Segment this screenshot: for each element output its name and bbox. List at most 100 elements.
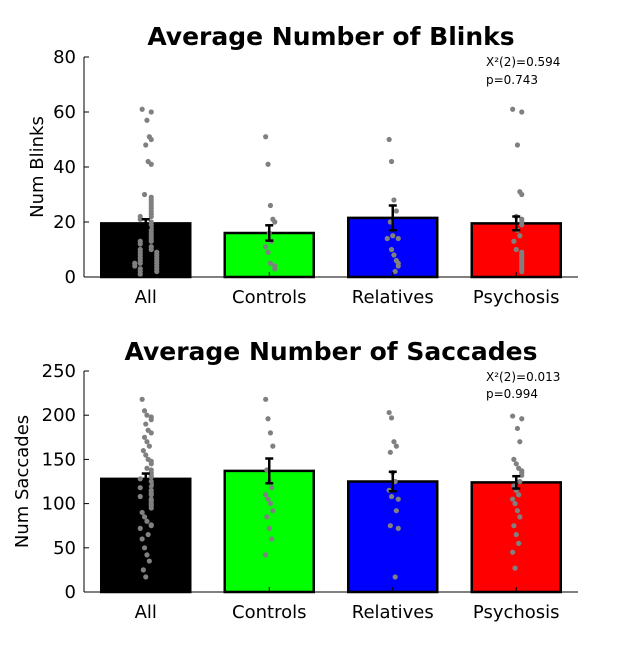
data-point <box>140 567 146 573</box>
data-point <box>519 268 525 275</box>
data-point <box>513 531 519 538</box>
y-tick-label: 150 <box>42 449 76 470</box>
data-point <box>141 434 148 440</box>
y-tick-label: 100 <box>42 494 76 515</box>
data-point <box>148 417 154 423</box>
data-point <box>143 574 149 580</box>
y-tick-label: 0 <box>65 582 76 603</box>
data-point <box>148 461 154 467</box>
data-point <box>517 439 523 445</box>
bar-controls <box>223 469 315 594</box>
x-tick-label: Controls <box>232 602 306 623</box>
bar-psychosis <box>470 481 562 594</box>
error-bar-all <box>141 472 150 486</box>
y-tick-label: 40 <box>53 157 76 178</box>
data-point <box>393 443 399 449</box>
data-point <box>514 508 521 514</box>
stats-annotation: X²(2)=0.013 <box>486 370 560 384</box>
data-point <box>143 142 149 148</box>
x-tick-label: All <box>135 602 157 623</box>
data-point <box>148 161 154 167</box>
data-point <box>144 439 150 445</box>
data-point <box>513 461 519 467</box>
data-point <box>144 518 150 524</box>
data-point <box>510 413 516 419</box>
error-bar-all <box>141 218 150 229</box>
data-point <box>141 191 148 198</box>
error-bar-relatives <box>388 470 397 493</box>
data-point <box>516 492 522 498</box>
data-point <box>137 260 143 266</box>
data-point <box>148 430 154 436</box>
data-point <box>137 216 143 222</box>
data-point <box>388 415 395 421</box>
data-point <box>387 449 393 455</box>
data-point <box>519 472 525 478</box>
y-tick-label: 80 <box>53 47 76 68</box>
data-point <box>265 249 271 255</box>
y-tick-label: 60 <box>53 102 76 123</box>
data-point <box>395 263 401 269</box>
y-tick-label: 250 <box>42 361 76 382</box>
data-point <box>141 408 148 414</box>
error-bar-relatives <box>388 204 397 232</box>
x-tick-label: Psychosis <box>473 287 560 308</box>
data-point <box>272 266 278 272</box>
data-point <box>148 474 154 480</box>
error-bar-controls <box>265 457 274 485</box>
data-point <box>393 508 399 514</box>
data-point <box>390 233 396 239</box>
data-point <box>139 396 145 402</box>
y-tick-label: 20 <box>53 212 76 233</box>
data-point <box>510 106 516 112</box>
x-tick-label: Relatives <box>352 602 434 623</box>
y-axis-label: Num Saccades <box>12 415 33 548</box>
data-point <box>514 142 521 148</box>
data-point <box>267 202 274 209</box>
data-point <box>517 514 523 520</box>
data-point <box>387 523 393 529</box>
x-tick-label: Relatives <box>352 287 434 308</box>
data-point <box>139 509 145 516</box>
y-tick-label: 0 <box>65 267 76 288</box>
data-point <box>137 476 143 482</box>
data-point <box>388 493 395 500</box>
data-point <box>514 425 521 432</box>
data-point <box>510 549 516 555</box>
data-point <box>511 238 517 244</box>
chart-panel-2: Average Number of Saccades Num Saccades 0 5… <box>12 337 578 623</box>
data-point <box>391 197 397 203</box>
data-point <box>263 492 269 498</box>
data-point <box>269 485 275 491</box>
data-point <box>144 412 150 418</box>
data-point <box>263 396 269 402</box>
data-point <box>148 109 154 115</box>
data-point <box>388 158 395 165</box>
data-point <box>512 501 518 507</box>
x-tick-label: All <box>135 287 157 308</box>
data-point <box>144 552 150 558</box>
x-tick-label: Controls <box>232 287 306 308</box>
data-point <box>148 238 154 244</box>
data-point <box>517 478 523 485</box>
chart-title: Average Number of Saccades <box>125 337 538 366</box>
y-tick-label: 200 <box>42 405 76 426</box>
data-point <box>144 465 150 471</box>
y-axis-label: Num Blinks <box>27 116 48 218</box>
bar-relatives <box>347 480 439 594</box>
data-point <box>511 523 517 529</box>
data-point <box>392 574 398 580</box>
error-bar-psychosis <box>512 474 521 490</box>
data-point <box>143 452 149 458</box>
data-point <box>263 244 269 250</box>
data-point <box>511 456 517 462</box>
data-point <box>512 565 518 571</box>
data-point <box>267 430 274 436</box>
data-point <box>148 505 154 511</box>
data-point <box>148 246 154 253</box>
data-point <box>269 536 275 542</box>
data-point <box>270 508 276 514</box>
data-point <box>139 536 145 542</box>
data-point <box>391 439 397 445</box>
data-point <box>391 252 397 258</box>
